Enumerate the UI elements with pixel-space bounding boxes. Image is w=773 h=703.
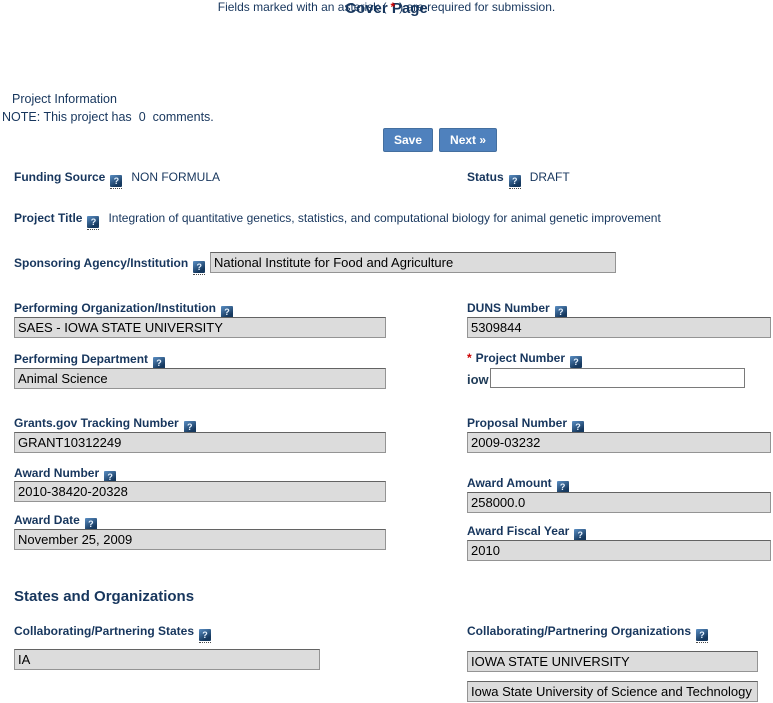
status-value: DRAFT bbox=[529, 170, 570, 184]
sponsoring-agency-label-row: Sponsoring Agency/Institution? bbox=[14, 256, 206, 275]
help-icon[interactable]: ? bbox=[110, 175, 123, 189]
project-title-value: Integration of quantitative genetics, st… bbox=[108, 211, 661, 225]
performing-org-label-row: Performing Organization/Institution? bbox=[14, 301, 233, 320]
help-icon[interactable]: ? bbox=[87, 216, 100, 230]
help-icon[interactable]: ? bbox=[199, 629, 212, 643]
collaborating-states-label: Collaborating/Partnering States bbox=[14, 624, 195, 638]
field-status: Status? DRAFT bbox=[467, 170, 570, 189]
required-note-prefix: Fields marked with an asterisk ( bbox=[217, 0, 387, 14]
required-asterisk: * bbox=[390, 0, 396, 14]
award-date-label: Award Date bbox=[14, 513, 80, 527]
comments-note-suffix: comments. bbox=[152, 110, 214, 124]
award-date-label-row: Award Date? bbox=[14, 513, 97, 532]
save-button[interactable]: Save bbox=[383, 128, 434, 152]
comments-note-prefix: NOTE: This project has bbox=[2, 110, 132, 124]
award-number-input bbox=[14, 481, 386, 502]
proposal-number-label-row: Proposal Number? bbox=[467, 416, 585, 435]
award-fiscal-year-label: Award Fiscal Year bbox=[467, 524, 570, 538]
sponsoring-agency-input bbox=[210, 252, 616, 273]
collaborating-states-label-row: Collaborating/Partnering States? bbox=[14, 624, 212, 643]
page-title: Cover Page bbox=[345, 0, 428, 17]
performing-org-input bbox=[14, 317, 386, 338]
required-note-suffix: ) are required for submission. bbox=[399, 0, 556, 14]
funding-source-label: Funding Source bbox=[14, 170, 106, 184]
performing-department-input bbox=[14, 368, 386, 389]
help-icon[interactable]: ? bbox=[193, 261, 206, 275]
award-amount-input bbox=[467, 492, 771, 513]
field-funding-source: Funding Source? NON FORMULA bbox=[14, 170, 220, 189]
toolbar: Save Next » bbox=[383, 128, 498, 152]
collaborating-organizations-label: Collaborating/Partnering Organizations bbox=[467, 624, 692, 638]
duns-number-label-row: DUNS Number? bbox=[467, 301, 567, 320]
project-number-prefix: iow bbox=[467, 372, 489, 387]
next-button[interactable]: Next » bbox=[439, 128, 498, 152]
sponsoring-agency-label: Sponsoring Agency/Institution bbox=[14, 256, 189, 270]
required-fields-note: Fields marked with an asterisk (*) are r… bbox=[0, 0, 773, 14]
award-fiscal-year-label-row: Award Fiscal Year? bbox=[467, 524, 587, 543]
field-project-title: Project Title? Integration of quantitativ… bbox=[14, 211, 661, 230]
project-number-input[interactable] bbox=[490, 368, 745, 388]
grants-gov-tracking-label: Grants.gov Tracking Number bbox=[14, 416, 179, 430]
duns-number-label: DUNS Number bbox=[467, 301, 550, 315]
project-number-label-row: * Project Number? bbox=[467, 351, 583, 370]
collaborating-organization-input bbox=[467, 681, 758, 702]
project-information-label: Project Information bbox=[12, 92, 117, 106]
performing-department-label: Performing Department bbox=[14, 352, 149, 366]
collaborating-organizations-label-row: Collaborating/Partnering Organizations? bbox=[467, 624, 709, 643]
comments-note: NOTE: This project has 0 comments. bbox=[2, 110, 214, 124]
help-icon[interactable]: ? bbox=[696, 629, 709, 643]
project-number-required-asterisk: * bbox=[467, 351, 472, 365]
performing-org-label: Performing Organization/Institution bbox=[14, 301, 216, 315]
award-amount-label-row: Award Amount? bbox=[467, 476, 569, 495]
states-and-organizations-heading: States and Organizations bbox=[14, 588, 195, 605]
help-icon[interactable]: ? bbox=[508, 175, 521, 189]
award-date-input bbox=[14, 529, 386, 550]
project-title-label: Project Title bbox=[14, 211, 83, 225]
grants-gov-tracking-label-row: Grants.gov Tracking Number? bbox=[14, 416, 196, 435]
award-number-label: Award Number bbox=[14, 466, 100, 480]
project-number-label: Project Number bbox=[475, 351, 566, 365]
performing-department-label-row: Performing Department? bbox=[14, 352, 166, 371]
award-fiscal-year-input bbox=[467, 540, 771, 561]
duns-number-input bbox=[467, 317, 771, 338]
status-label: Status bbox=[467, 170, 504, 184]
grants-gov-tracking-input bbox=[14, 432, 386, 453]
comments-count: 0 bbox=[138, 110, 146, 124]
proposal-number-label: Proposal Number bbox=[467, 416, 568, 430]
award-number-label-row: Award Number? bbox=[14, 466, 117, 485]
collaborating-organization-input bbox=[467, 651, 758, 672]
proposal-number-input bbox=[467, 432, 771, 453]
collaborating-states-input bbox=[14, 649, 320, 670]
award-amount-label: Award Amount bbox=[467, 476, 552, 490]
funding-source-value: NON FORMULA bbox=[131, 170, 221, 184]
